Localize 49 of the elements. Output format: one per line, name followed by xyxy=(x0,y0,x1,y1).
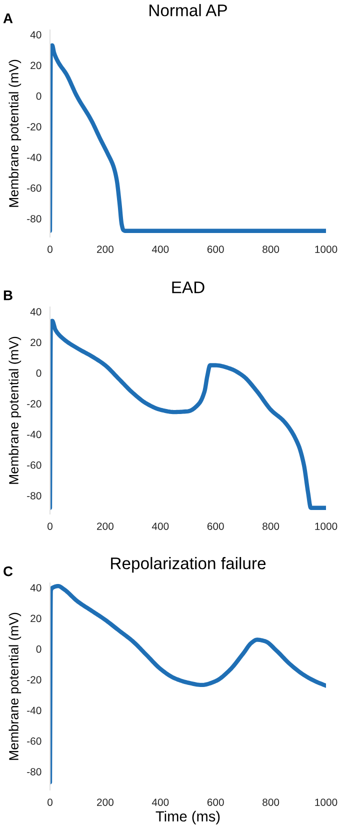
chart-title: EAD xyxy=(172,282,204,294)
text: B xyxy=(4,290,12,300)
y-axis-title: Membrane potential (mV) xyxy=(8,612,22,760)
y-tick-label: 20 xyxy=(30,614,42,622)
y-tick-label: 20 xyxy=(30,338,42,346)
x-tick-label: 1000 xyxy=(315,798,338,806)
x-tick-label: 0 xyxy=(48,246,52,253)
y-tick-label: -40 xyxy=(27,706,42,714)
y-tick-label: -20 xyxy=(27,676,42,684)
x-tick-label: 0 xyxy=(48,798,52,806)
y-tick-label: 40 xyxy=(30,584,42,592)
y-tick-label: 0 xyxy=(36,92,42,100)
text: C xyxy=(4,566,13,576)
x-tick-label: 600 xyxy=(207,798,224,806)
y-tick-label: -60 xyxy=(27,461,42,469)
x-tick-label: 800 xyxy=(262,522,280,530)
y-tick-label: -40 xyxy=(27,154,42,162)
y-tick-label: -60 xyxy=(27,184,42,192)
y-tick-label: 40 xyxy=(30,308,42,316)
x-tick-label: 1000 xyxy=(315,522,338,530)
x-tick-label: 600 xyxy=(207,522,224,530)
y-tick-label: 40 xyxy=(30,31,42,38)
x-tick-label: 200 xyxy=(97,246,114,253)
x-tick-label: 600 xyxy=(207,246,224,253)
x-tick-label: 400 xyxy=(152,246,169,253)
chart-title: Repolarization failure xyxy=(111,557,266,573)
chart-title: Normal AP xyxy=(150,4,227,16)
text: A xyxy=(3,14,13,24)
x-tick-label: 400 xyxy=(152,522,169,530)
y-tick-label: -40 xyxy=(27,430,42,438)
x-tick-label: 0 xyxy=(48,522,52,530)
x-tick-label: 800 xyxy=(262,798,280,806)
x-tick-label: 200 xyxy=(97,522,114,530)
y-tick-label: -80 xyxy=(27,768,42,776)
y-axis-title: Membrane potential (mV) xyxy=(8,336,22,484)
x-tick-label: 400 xyxy=(152,798,169,806)
x-tick-label: 200 xyxy=(97,798,114,806)
x-tick-label: 1000 xyxy=(315,246,338,253)
y-axis-title: Membrane potential (mV) xyxy=(8,60,22,207)
y-tick-label: 20 xyxy=(30,62,42,70)
y-tick-label: -60 xyxy=(27,737,42,745)
y-tick-label: 0 xyxy=(36,645,42,653)
y-tick-label: -20 xyxy=(27,123,42,130)
y-tick-label: -80 xyxy=(27,492,42,500)
y-tick-label: -20 xyxy=(27,400,42,408)
x-tick-label: 800 xyxy=(262,246,280,253)
x-axis-title: Time (ms) xyxy=(156,810,220,824)
y-tick-label: 0 xyxy=(36,369,42,377)
y-tick-label: -80 xyxy=(27,215,42,222)
